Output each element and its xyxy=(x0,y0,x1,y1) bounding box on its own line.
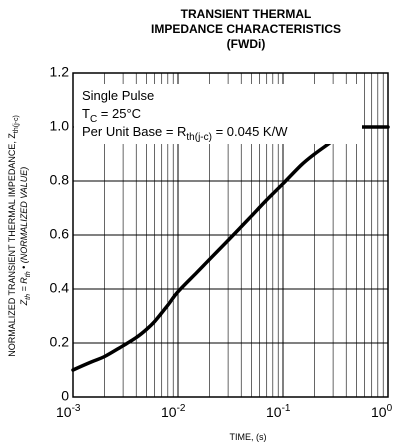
annotation-base-label: Per Unit Base = R xyxy=(82,124,186,139)
y-axis-label-r: = R xyxy=(19,277,29,294)
annotation-tc-subscript: C xyxy=(90,114,97,125)
y-axis-label-z: Z xyxy=(19,299,29,306)
x-tick-label: 10-3 xyxy=(56,403,81,420)
annotation-box: Single Pulse TC = 25°C Per Unit Base = R… xyxy=(74,84,362,144)
y-axis-label-r-sub: th xyxy=(25,271,32,277)
y-axis-label-main: NORMALIZED TRANSIENT THERMAL IMPEDANCE, … xyxy=(7,133,17,357)
x-axis-label: TIME, (s) xyxy=(230,432,267,442)
plot-frame xyxy=(72,72,389,398)
y-axis-ticks: 0 0.2 0.4 0.6 0.8 1.0 1.2 xyxy=(50,64,70,404)
y-tick-label: 0.4 xyxy=(50,280,70,296)
y-axis-label: NORMALIZED TRANSIENT THERMAL IMPEDANCE, … xyxy=(7,115,32,357)
x-tick-label: 10-2 xyxy=(161,403,186,420)
chart-title: TRANSIENT THERMAL IMPEDANCE CHARACTERIST… xyxy=(151,7,341,51)
chart-title-line-2: IMPEDANCE CHARACTERISTICS xyxy=(151,22,341,36)
chart-title-line-1: TRANSIENT THERMAL xyxy=(181,7,312,21)
x-tick-label: 10-1 xyxy=(266,403,291,420)
annotation-base-value: = 0.045 K/W xyxy=(212,124,288,139)
annotation-tc-symbol: T xyxy=(82,106,90,121)
impedance-curve xyxy=(71,125,390,372)
y-tick-label: 0.2 xyxy=(50,334,70,350)
y-axis-label-sub: th(j-c) xyxy=(13,115,20,133)
y-axis-label-line-1: NORMALIZED TRANSIENT THERMAL IMPEDANCE, … xyxy=(7,115,20,357)
annotation-per-unit-base: Per Unit Base = Rth(j-c) = 0.045 K/W xyxy=(82,124,288,143)
y-tick-label: 0.6 xyxy=(50,226,70,242)
annotation-tc-value: = 25°C xyxy=(97,106,141,121)
annotation-single-pulse: Single Pulse xyxy=(82,88,154,103)
annotation-case-temperature: TC = 25°C xyxy=(82,106,141,125)
y-tick-label: 1.2 xyxy=(50,64,70,80)
chart-title-line-3: (FWDi) xyxy=(227,37,266,51)
x-axis-ticks: 10-3 10-2 10-1 100 xyxy=(56,403,393,420)
y-axis-label-rest: • (NORMALIZED VALUE) xyxy=(19,167,29,272)
y-axis-label-z-sub: th xyxy=(25,294,32,300)
y-tick-label: 0.8 xyxy=(50,172,70,188)
y-axis-label-line-2: Zth = Rth • (NORMALIZED VALUE) xyxy=(19,167,32,307)
annotation-rth-subscript: th(j-c) xyxy=(186,132,212,143)
x-tick-label: 100 xyxy=(371,403,393,420)
y-tick-label: 0 xyxy=(61,388,69,404)
y-tick-label: 1.0 xyxy=(50,118,70,134)
